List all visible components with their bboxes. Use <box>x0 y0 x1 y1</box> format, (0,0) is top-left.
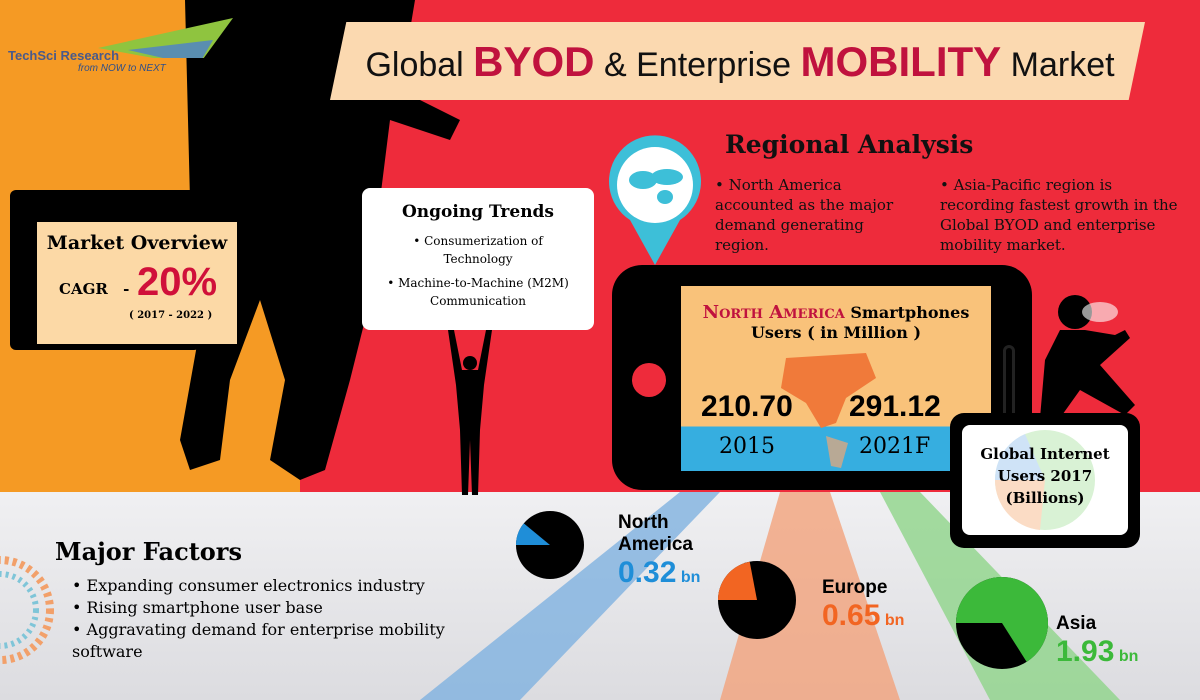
phone-home-button <box>632 363 666 397</box>
year-2021: 2021F <box>859 434 931 459</box>
techsci-logo: TechSci Research from NOW to NEXT <box>8 18 233 74</box>
north-america-map <box>781 353 876 468</box>
region-name: Europe <box>822 577 888 598</box>
title-part: Global <box>365 46 464 84</box>
region-name: North America <box>618 512 693 555</box>
pie-slice <box>956 577 1049 662</box>
region-name: Asia <box>1056 613 1097 634</box>
regional-point-left: North America accounted as the major dem… <box>715 175 920 255</box>
title-highlight: MOBILITY <box>800 38 1002 85</box>
internet-users-faded-pie <box>994 430 1095 530</box>
title-banner <box>330 22 1145 100</box>
phone-screen: North America Smartphones Users ( in Mil… <box>681 286 991 471</box>
beam-north-america <box>420 492 720 700</box>
region-unit: bn <box>884 612 905 629</box>
value-2015: 210.70 <box>701 390 793 423</box>
trend-item: Machine-to-Machine (M2M) Communication <box>382 274 574 310</box>
year-2015: 2015 <box>719 434 775 459</box>
trends-heading: Ongoing Trends <box>401 202 555 222</box>
cagr-label: CAGR <box>59 280 108 298</box>
logo-name: TechSci Research <box>8 48 120 63</box>
phone-subtitle: Users ( in Million ) <box>750 323 922 342</box>
trend-item: Consumerization of Technology <box>382 232 574 268</box>
region-unit: bn <box>680 569 701 586</box>
logo-tagline: from NOW to NEXT <box>78 63 166 74</box>
region-europe: Europe 0.65 bn <box>822 577 904 633</box>
person-holding-sign-silhouette <box>448 330 492 495</box>
major-factors-list: Expanding consumer electronics industry … <box>72 575 472 663</box>
region-unit: bn <box>1118 648 1139 665</box>
pie-slice <box>718 561 757 600</box>
factor-item: Aggravating demand for enterprise mobili… <box>72 619 472 663</box>
boy-with-phone-silhouette <box>1040 295 1135 418</box>
title-part: & Enterprise <box>603 46 792 84</box>
title-highlight: BYOD <box>473 38 595 85</box>
cagr-period: ( 2017 - 2022 ) <box>129 310 213 321</box>
ongoing-trends-card: Ongoing Trends Consumerization of Techno… <box>362 188 594 330</box>
internet-users-title: Global Internet Users 2017 (Billions) <box>980 445 1110 507</box>
major-factors-heading: Major Factors <box>55 537 242 566</box>
businessman-silhouette <box>180 0 460 480</box>
region-north-america: North America 0.32 bn <box>618 512 718 590</box>
region-value: 1.93 <box>1056 635 1115 668</box>
market-overview-panel: Market Overview CAGR - 20% ( 2017 - 2022… <box>37 222 237 344</box>
region-value: 0.65 <box>822 599 881 632</box>
cagr-dash: - <box>123 280 130 298</box>
beam-europe <box>720 492 900 700</box>
pie-slice <box>516 523 550 545</box>
regional-point: Asia-Pacific region is recording fastest… <box>940 175 1190 255</box>
region-label: North America <box>702 302 845 323</box>
region-asia: Asia 1.93 bn <box>1056 613 1138 669</box>
market-overview-heading: Market Overview <box>46 232 228 254</box>
factor-item: Expanding consumer electronics industry <box>72 575 472 597</box>
internet-users-card: Global Internet Users 2017 (Billions) <box>962 425 1128 535</box>
decorative-dotted-arc <box>0 556 54 664</box>
regional-point: North America accounted as the major dem… <box>715 175 920 255</box>
value-2021: 291.12 <box>849 390 941 423</box>
map-pin-icon <box>609 135 701 265</box>
regional-point-right: Asia-Pacific region is recording fastest… <box>940 175 1190 255</box>
regional-heading: Regional Analysis <box>725 130 974 159</box>
region-value: 0.32 <box>618 556 677 589</box>
cagr-value: 20% <box>137 260 218 304</box>
factor-item: Rising smartphone user base <box>72 597 472 619</box>
page-title: Global BYOD & Enterprise MOBILITY Market <box>340 38 1140 86</box>
phone-title: Smartphones <box>850 303 970 322</box>
title-part: Market <box>1010 46 1115 84</box>
